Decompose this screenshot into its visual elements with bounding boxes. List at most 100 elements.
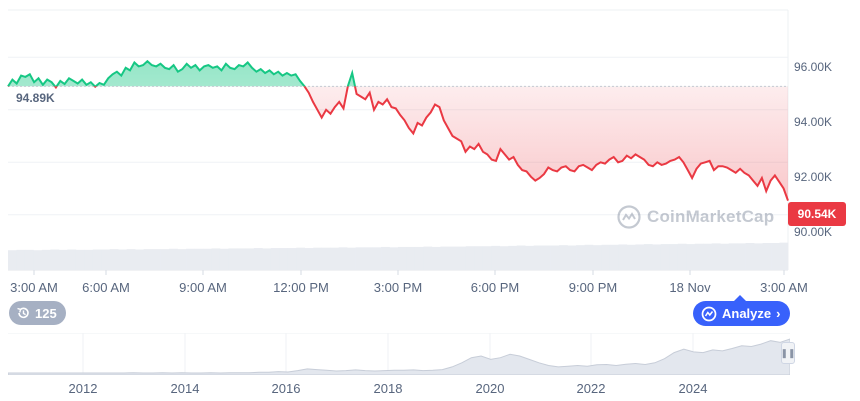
volume-bar <box>771 243 780 270</box>
volume-bar <box>118 249 127 270</box>
volume-bar <box>677 243 687 270</box>
volume-bar <box>389 247 399 270</box>
volume-bar <box>652 244 662 270</box>
navigator-tick-label: 2014 <box>170 381 200 396</box>
volume-bar <box>169 248 178 270</box>
y-tick-label: 96.00K <box>794 60 833 74</box>
volume-bar <box>508 245 517 270</box>
volume-bar <box>448 246 458 270</box>
volume-bar <box>135 249 144 270</box>
history-button-label: 125 <box>35 305 57 321</box>
volume-bar <box>245 248 255 270</box>
volume-bar <box>559 245 568 270</box>
volume-bar <box>593 245 602 270</box>
volume-bar <box>533 245 543 270</box>
price-line-up <box>7 59 357 87</box>
volume-bar <box>101 249 111 270</box>
volume-bar <box>499 246 509 270</box>
time-range-navigator[interactable] <box>8 333 790 375</box>
chevron-right-icon: › <box>776 306 781 321</box>
volume-bar <box>542 245 551 270</box>
x-tick-label: 12:00 PM <box>273 280 329 295</box>
volume-bar <box>279 248 289 270</box>
volume-bar <box>8 250 17 270</box>
volume-bar <box>737 243 746 270</box>
volume-bar <box>406 246 416 270</box>
x-tick-label: 6:00 PM <box>470 280 520 295</box>
volume-bar <box>584 244 594 270</box>
volume-bar <box>203 248 212 270</box>
y-tick-label: 90.00K <box>794 225 833 239</box>
volume-bar <box>703 243 712 270</box>
coinmarketcap-watermark: CoinMarketCap <box>617 205 774 229</box>
volume-bar <box>313 247 322 270</box>
analyze-icon <box>701 306 717 321</box>
volume-bar <box>194 248 204 270</box>
volume-bar <box>398 246 407 270</box>
area-below-reference <box>8 86 788 201</box>
volume-bar <box>669 244 679 270</box>
volume-bar <box>431 246 441 270</box>
current-price-badge: 90.54K <box>788 202 846 226</box>
volume-bar <box>372 247 382 270</box>
volume-bar <box>745 243 755 270</box>
volume-bar <box>686 244 696 270</box>
volume-bar <box>296 247 306 270</box>
volume-bar <box>186 248 195 270</box>
volume-bar <box>75 249 85 270</box>
volume-bar <box>635 244 645 270</box>
navigator-tick-label: 2016 <box>271 381 301 396</box>
navigator-history-area <box>8 338 790 375</box>
coinmarketcap-logo-icon <box>617 205 641 229</box>
volume-bar <box>381 246 390 270</box>
history-button[interactable]: 125 <box>9 301 66 325</box>
volume-bar <box>67 249 77 270</box>
volume-bar <box>465 246 475 270</box>
volume-bar <box>525 245 534 270</box>
y-tick-label: 92.00K <box>794 170 833 184</box>
area-above-reference <box>8 61 356 87</box>
volume-bar <box>338 247 348 270</box>
navigator-drag-handle[interactable]: ❚❚ <box>780 342 796 364</box>
x-tick-label: 3:00 AM <box>760 280 808 295</box>
volume-bar <box>482 246 492 270</box>
volume-bar <box>694 243 704 270</box>
analyze-button-label: Analyze <box>722 306 772 321</box>
volume-bar <box>228 248 238 270</box>
volume-bar <box>33 250 43 270</box>
volume-bar <box>270 248 280 270</box>
volume-bar <box>618 244 628 270</box>
volume-bar <box>643 244 653 270</box>
reference-price-label: 94.89K <box>14 90 57 106</box>
volume-bar <box>720 243 729 270</box>
navigator-tick-label: 2012 <box>68 381 98 396</box>
analyze-button[interactable]: Analyze › <box>693 301 791 326</box>
volume-bar <box>576 245 585 270</box>
volume-bar <box>457 246 467 270</box>
volume-bar <box>491 245 501 270</box>
volume-bar <box>211 248 221 270</box>
volume-bar <box>754 243 763 270</box>
volume-bar <box>177 249 187 270</box>
x-tick-label: 9:00 AM <box>179 280 227 295</box>
volume-bar <box>262 248 272 270</box>
navigator-tick-label: 2018 <box>373 381 403 396</box>
volume-bar <box>16 249 26 270</box>
watermark-text: CoinMarketCap <box>647 207 775 226</box>
volume-bar <box>609 244 619 270</box>
x-tick-label: 18 Nov <box>669 280 711 295</box>
volume-bar <box>711 243 721 270</box>
volume-bar <box>728 243 738 270</box>
price-chart[interactable] <box>0 0 860 300</box>
volume-bar <box>304 248 314 270</box>
volume-bar <box>92 249 102 270</box>
volume-bar <box>474 246 484 270</box>
volume-bar <box>440 246 450 270</box>
volume-bar <box>330 247 339 270</box>
volume-bar <box>253 248 263 270</box>
volume-bar <box>660 244 670 270</box>
volume-bar <box>567 245 577 270</box>
volume-bar <box>321 247 331 270</box>
volume-bar <box>41 249 51 270</box>
volume-bar <box>355 247 365 270</box>
